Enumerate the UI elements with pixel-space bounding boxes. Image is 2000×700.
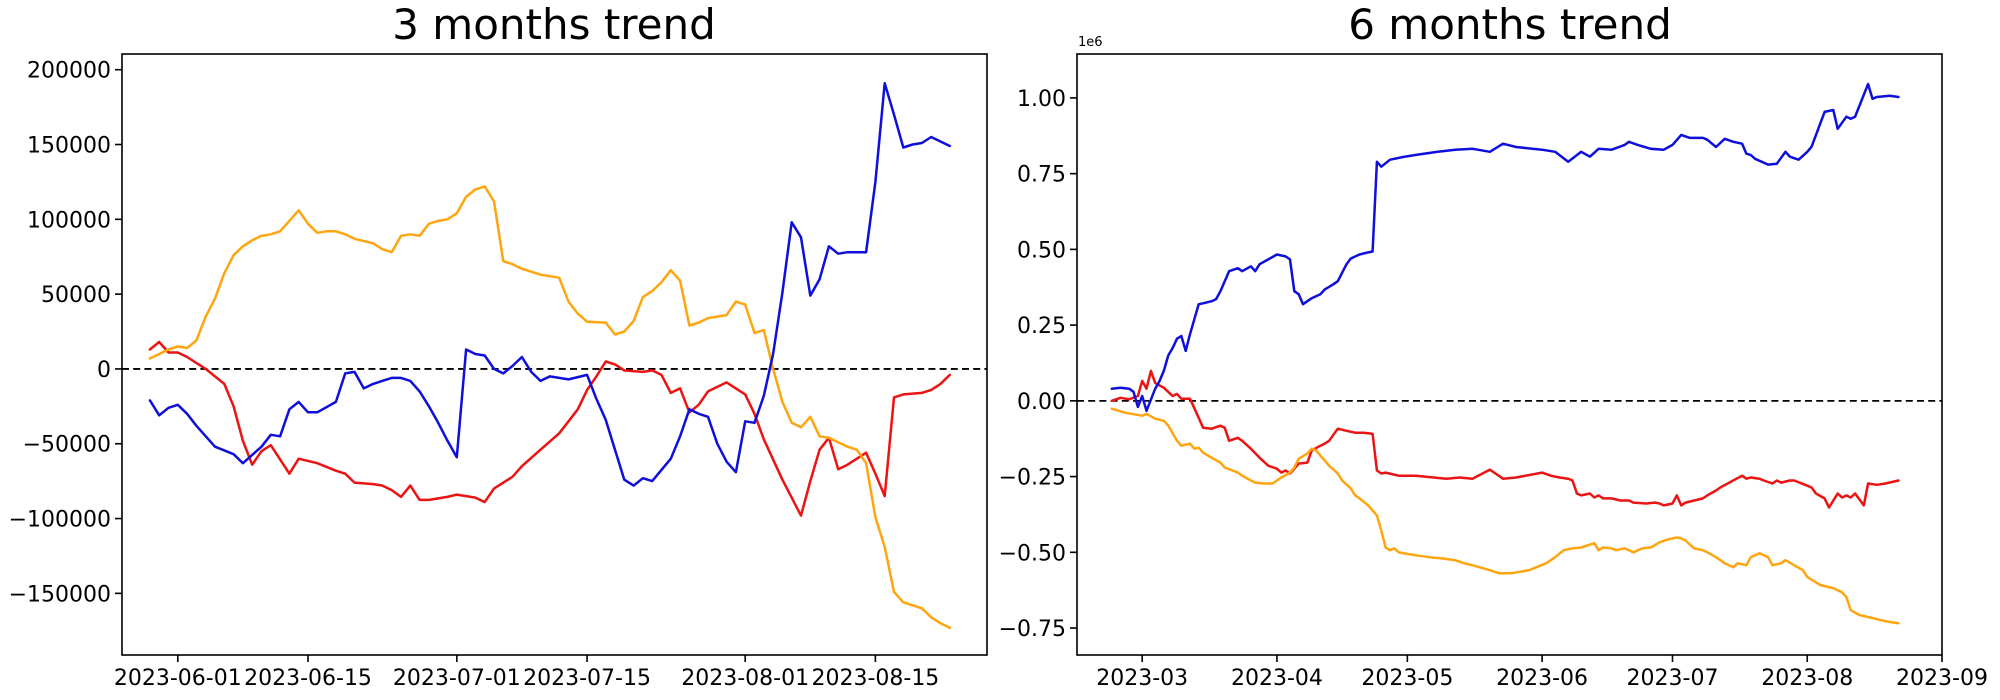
x-tick-label: 2023-07 — [1627, 666, 1719, 691]
plot-border — [121, 53, 988, 656]
y-tick-label: 0.25 — [1017, 314, 1066, 339]
series-line-orange — [1110, 407, 1900, 625]
x-tick-label: 2023-03 — [1096, 666, 1188, 691]
x-tick-label: 2023-06 — [1496, 666, 1588, 691]
y-tick-label: −50000 — [23, 433, 111, 458]
y-tick-label: −0.50 — [1000, 541, 1066, 566]
y-axis-offset-label: 1e6 — [1078, 35, 1103, 50]
x-tick-label: 2023-08 — [1761, 666, 1853, 691]
series-line-red — [1110, 369, 1900, 509]
series-line-orange — [148, 185, 952, 630]
chart-3-months-trend: 3 months trend 2023-06-01 2023-06-15 2023-… — [9, 0, 988, 691]
x-tick-label: 2023-08-15 — [811, 666, 939, 691]
y-tick-label: −150000 — [9, 582, 111, 607]
y-tick-label: 50000 — [41, 283, 111, 308]
x-tick-label: 2023-07-01 — [393, 666, 521, 691]
chart-canvas-3-months: 2023-06-01 2023-06-15 2023-07-01 2023-07-15… — [9, 53, 988, 691]
series-line-blue — [1110, 82, 1900, 413]
y-tick-label: −100000 — [9, 508, 111, 533]
y-tick-label: 100000 — [27, 208, 111, 233]
x-tick-label: 2023-05 — [1361, 666, 1453, 691]
x-tick-label: 2023-04 — [1231, 666, 1323, 691]
y-tick-label: 0.00 — [1017, 390, 1066, 415]
plot-border — [1076, 53, 1943, 656]
chart-6-months-trend: 6 months trend 2023-03 2023-04 2023-05 2023… — [1000, 0, 2000, 700]
chart-title-6-months: 6 months trend — [1348, 0, 1672, 49]
x-tick-label: 2023-06-15 — [244, 666, 372, 691]
y-tick-label: 1.00 — [1017, 87, 1066, 112]
x-tick-label: 2023-07-15 — [523, 666, 651, 691]
series-line-red — [148, 340, 952, 517]
x-tick-label: 2023-08-01 — [681, 666, 809, 691]
y-tick-label: 0 — [97, 358, 111, 383]
chart-title-3-months: 3 months trend — [392, 0, 716, 49]
chart-canvas-6-months: 2023-03 2023-04 2023-05 2023-06 2023-07 2023-… — [1000, 35, 1988, 691]
series-line-blue — [148, 81, 952, 487]
x-tick-label: 2023-06-01 — [114, 666, 242, 691]
x-tick-label: 2023-09 — [1896, 666, 1988, 691]
y-tick-label: 0.75 — [1017, 163, 1066, 188]
y-tick-label: −0.25 — [1000, 466, 1066, 491]
y-tick-label: 200000 — [27, 59, 111, 84]
y-tick-label: 0.50 — [1017, 238, 1066, 263]
y-tick-label: 150000 — [27, 134, 111, 159]
y-tick-label: −0.75 — [1000, 617, 1066, 642]
